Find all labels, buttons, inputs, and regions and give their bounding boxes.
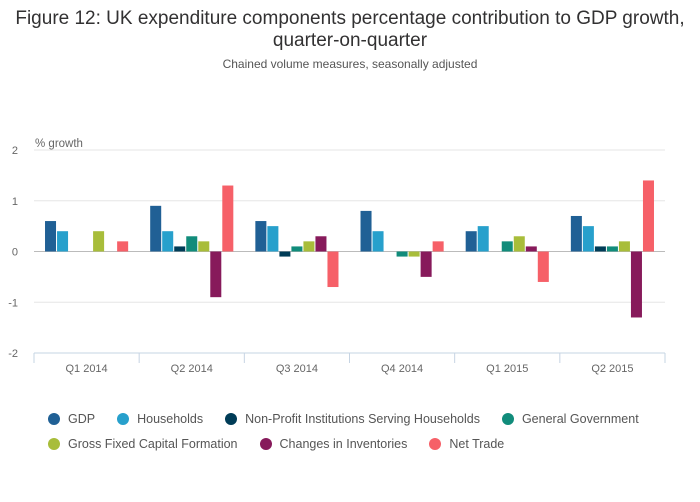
legend-item: Non-Profit Institutions Serving Househol… — [225, 412, 480, 426]
legend-marker — [225, 412, 238, 425]
bar-households — [582, 226, 594, 252]
bar-gdp — [570, 215, 582, 252]
bar-non-profit-institutions-serving-households — [279, 251, 291, 257]
legend-item: Changes in Inventories — [259, 436, 408, 451]
bar-gross-fixed-capital-formation — [198, 241, 210, 252]
legend-label: General Government — [521, 411, 639, 426]
bar-gross-fixed-capital-formation — [513, 236, 525, 252]
bar-gdp — [255, 221, 267, 252]
bar-households — [372, 231, 384, 252]
legend-marker — [117, 412, 130, 425]
y-tick-label: -1 — [8, 297, 18, 309]
legend-marker — [259, 437, 272, 450]
y-tick-label: -2 — [8, 348, 18, 360]
legend-row: Gross Fixed Capital Formation Changes in … — [48, 431, 688, 456]
x-tick-label: Q1 2014 — [65, 363, 107, 375]
chart-subtitle: Chained volume measures, seasonally adju… — [222, 57, 478, 71]
bar-general-government — [291, 246, 303, 252]
bar-gdp — [45, 221, 57, 252]
bar-gross-fixed-capital-formation — [618, 241, 630, 252]
legend-label: GDP — [68, 411, 96, 426]
bar-net-trade — [327, 251, 339, 288]
bar-changes-in-inventories — [420, 251, 432, 277]
bar-changes-in-inventories — [630, 251, 642, 318]
legend-item: Households — [117, 412, 203, 426]
bar-net-trade — [642, 180, 654, 252]
legend-marker — [429, 437, 442, 450]
y-tick-label: 0 — [12, 247, 18, 259]
legend-label: Gross Fixed Capital Formation — [68, 436, 238, 451]
bar-gdp — [150, 205, 162, 252]
bar-gdp — [465, 231, 477, 252]
legend-item: GDP — [48, 412, 95, 426]
x-tick-label: Q1 2015 — [486, 363, 528, 375]
bar-households — [162, 231, 174, 252]
bar-general-government — [606, 246, 618, 252]
legend-label: Changes in Inventories — [279, 436, 408, 451]
legend-marker — [48, 437, 60, 450]
bar-net-trade — [117, 241, 129, 252]
bar-households — [57, 231, 69, 252]
bar-changes-in-inventories — [210, 251, 222, 298]
legend-item: Net Trade — [429, 437, 504, 451]
legend-label: Households — [137, 411, 204, 426]
y-tick-label: 1 — [12, 196, 18, 208]
legend-marker — [48, 412, 60, 425]
chart-title: Figure 12: UK expenditure components per… — [15, 8, 685, 51]
x-tick-label: Q2 2014 — [171, 363, 213, 375]
x-tick-label: Q2 2015 — [591, 363, 633, 375]
bar-gross-fixed-capital-formation — [408, 251, 420, 257]
legend-row: GDP Households Non-Profit Institutions Ser… — [48, 406, 688, 431]
legend-label: Net Trade — [449, 436, 505, 451]
y-axis-label: % growth — [35, 138, 83, 150]
bar-households — [477, 226, 489, 252]
bar-net-trade — [432, 241, 444, 252]
bar-net-trade — [537, 251, 549, 282]
bar-changes-in-inventories — [525, 246, 537, 252]
legend-item: Gross Fixed Capital Formation — [48, 437, 238, 451]
bar-changes-in-inventories — [315, 236, 327, 252]
bar-gross-fixed-capital-formation — [93, 231, 105, 252]
bar-chart: 2 1 0 -1 -2 % growth Q1 2014 Q2 2014 Q3 2014 Q4 2… — [8, 138, 666, 375]
legend-item: General Government — [501, 411, 639, 426]
x-tick-label: Q3 2014 — [276, 363, 318, 375]
bar-gdp — [360, 210, 372, 252]
bar-net-trade — [222, 185, 234, 252]
bar-households — [267, 226, 279, 252]
y-tick-label: 2 — [12, 145, 18, 157]
legend-marker — [501, 412, 514, 425]
bar-general-government — [396, 251, 408, 257]
bar-gross-fixed-capital-formation — [303, 241, 315, 252]
x-tick-label: Q4 2014 — [381, 363, 423, 375]
legend-label: Non-Profit Institutions Serving Househol… — [245, 411, 480, 426]
bar-non-profit-institutions-serving-households — [594, 246, 606, 252]
bar-non-profit-institutions-serving-households — [174, 246, 186, 252]
bar-general-government — [186, 236, 198, 252]
chart-legend: GDP Households Non-Profit Institutions Ser… — [48, 406, 688, 456]
bar-general-government — [501, 241, 513, 252]
